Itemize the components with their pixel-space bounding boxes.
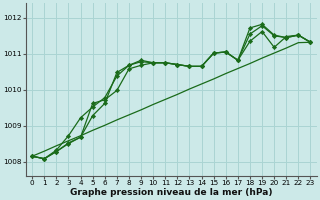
- X-axis label: Graphe pression niveau de la mer (hPa): Graphe pression niveau de la mer (hPa): [70, 188, 273, 197]
